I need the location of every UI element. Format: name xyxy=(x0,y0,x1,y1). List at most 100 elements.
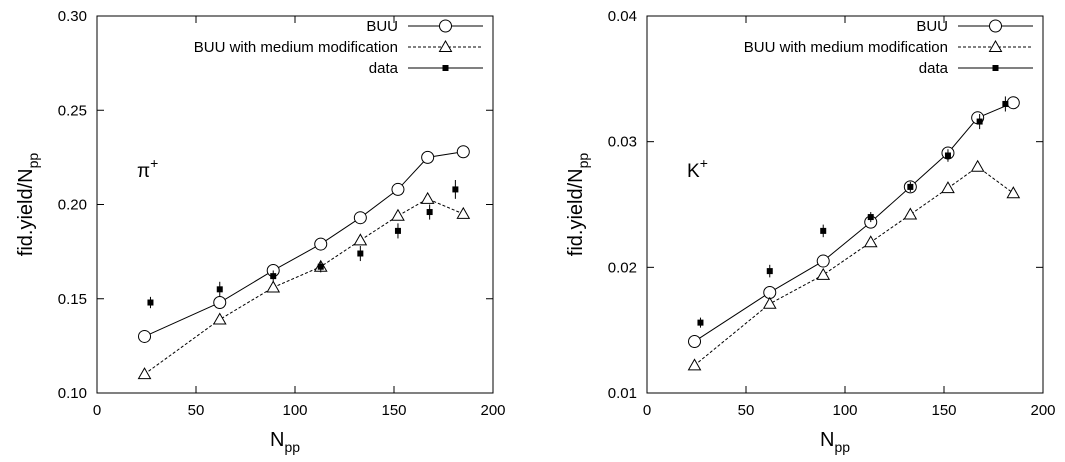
data-point-circle xyxy=(816,254,830,268)
x-tick-label: 50 xyxy=(188,402,205,419)
x-tick-label: 150 xyxy=(931,402,956,419)
data-point-square xyxy=(357,250,364,257)
y-axis-title-main: fid.yield/N xyxy=(15,168,37,256)
legend-label-square: data xyxy=(369,60,399,77)
data-point-triangle xyxy=(863,235,878,248)
data-point-triangle xyxy=(816,267,831,280)
data-point-triangle xyxy=(137,367,152,380)
data-point-triangle xyxy=(212,312,227,325)
y-tick-label: 0.10 xyxy=(58,385,87,402)
data-point-square xyxy=(452,186,459,193)
panel-label-main: π xyxy=(137,161,150,182)
data-point-circle xyxy=(314,237,328,251)
data-point-triangle xyxy=(391,208,405,221)
chart-pi-plus: 0 50 100 150 2000.100.150.200.250.30Nppfid.y… xyxy=(15,8,506,455)
plot-frame xyxy=(646,15,1044,394)
data-point-circle xyxy=(353,211,367,225)
x-axis-title-main: N xyxy=(270,429,284,451)
legend-marker-square xyxy=(442,65,449,71)
legend-marker-circle xyxy=(439,19,452,33)
y-axis-title: fid.yield/Npp xyxy=(15,153,41,257)
plot-frame xyxy=(96,15,494,394)
series-line-triangle xyxy=(694,166,1014,366)
panel-label-main: K xyxy=(687,161,700,182)
y-axis-title-sub: pp xyxy=(25,153,41,169)
x-axis-title: Npp xyxy=(820,429,850,455)
legend-label-circle: BUU xyxy=(916,18,948,35)
data-point-triangle xyxy=(941,181,955,194)
y-tick-label: 0.25 xyxy=(58,102,87,119)
series-square xyxy=(147,179,459,309)
data-point-square xyxy=(867,214,874,221)
data-point-square xyxy=(766,268,773,275)
data-point-circle xyxy=(763,285,777,299)
data-point-triangle xyxy=(456,206,471,219)
x-tick-label: 0 xyxy=(93,402,101,419)
chart-k-plus: 0 50 100 150 2000.010.020.030.04Nppfid.yield… xyxy=(565,8,1056,455)
data-point-triangle xyxy=(970,159,985,172)
data-point-square xyxy=(270,273,277,280)
x-tick-label: 150 xyxy=(381,402,406,419)
series-triangle xyxy=(137,191,471,380)
data-point-circle xyxy=(688,334,702,348)
series-line-circle xyxy=(144,151,464,337)
x-tick-label: 0 xyxy=(643,402,651,419)
data-point-square xyxy=(976,118,983,125)
series-triangle xyxy=(687,159,1021,371)
legend-marker-circle xyxy=(989,19,1002,33)
x-axis-title: Npp xyxy=(270,429,300,455)
panel-label-sup: + xyxy=(700,155,708,171)
data-point-triangle xyxy=(1006,186,1021,199)
data-point-triangle xyxy=(903,207,918,220)
legend-label-circle: BUU xyxy=(366,18,398,35)
x-tick-label: 200 xyxy=(1030,402,1055,419)
data-point-square xyxy=(426,209,433,216)
data-point-square xyxy=(216,286,223,293)
y-tick-label: 0.04 xyxy=(608,8,637,25)
data-point-triangle xyxy=(420,191,435,204)
y-axis-title: fid.yield/Npp xyxy=(565,153,591,257)
legend-marker-triangle xyxy=(438,39,453,52)
data-point-circle xyxy=(391,182,405,196)
data-point-circle xyxy=(456,145,470,159)
data-point-square xyxy=(907,183,914,190)
data-point-square xyxy=(394,227,401,234)
x-tick-label: 100 xyxy=(832,402,857,419)
y-tick-label: 0.30 xyxy=(58,8,87,25)
series-circle xyxy=(688,96,1020,348)
data-point-square xyxy=(697,319,704,326)
legend-label-triangle: BUU with medium modification xyxy=(194,39,398,56)
y-tick-label: 0.02 xyxy=(608,259,637,276)
legend-label-square: data xyxy=(919,60,949,77)
legend-marker-square xyxy=(992,65,999,71)
y-tick-label: 0.15 xyxy=(58,291,87,308)
data-point-circle xyxy=(1006,96,1020,110)
data-point-square xyxy=(147,299,154,306)
series-line-triangle xyxy=(144,198,464,375)
x-axis-title-main: N xyxy=(820,429,834,451)
x-tick-label: 50 xyxy=(738,402,755,419)
y-tick-label: 0.01 xyxy=(608,385,637,402)
data-point-square xyxy=(820,227,827,234)
data-point-triangle xyxy=(353,233,368,246)
legend-marker-triangle xyxy=(988,39,1003,52)
data-point-circle xyxy=(138,329,152,343)
data-point-circle xyxy=(421,150,435,164)
series-square xyxy=(697,96,1009,328)
data-point-circle xyxy=(213,296,227,310)
data-point-square xyxy=(1002,100,1009,107)
y-tick-label: 0.20 xyxy=(58,197,87,214)
data-point-triangle xyxy=(266,280,281,293)
panel-label: π+ xyxy=(137,155,158,182)
series-line-circle xyxy=(694,102,1014,342)
data-point-square xyxy=(944,152,951,159)
panel-label-sup: + xyxy=(150,155,158,171)
x-axis-title-sub: pp xyxy=(284,439,300,455)
x-axis-title-sub: pp xyxy=(834,439,850,455)
series-circle xyxy=(138,145,470,343)
data-point-square xyxy=(317,263,324,270)
legend-label-triangle: BUU with medium modification xyxy=(744,39,948,56)
x-tick-label: 100 xyxy=(282,402,307,419)
panel-label: K+ xyxy=(687,155,708,182)
data-point-triangle xyxy=(762,296,777,309)
